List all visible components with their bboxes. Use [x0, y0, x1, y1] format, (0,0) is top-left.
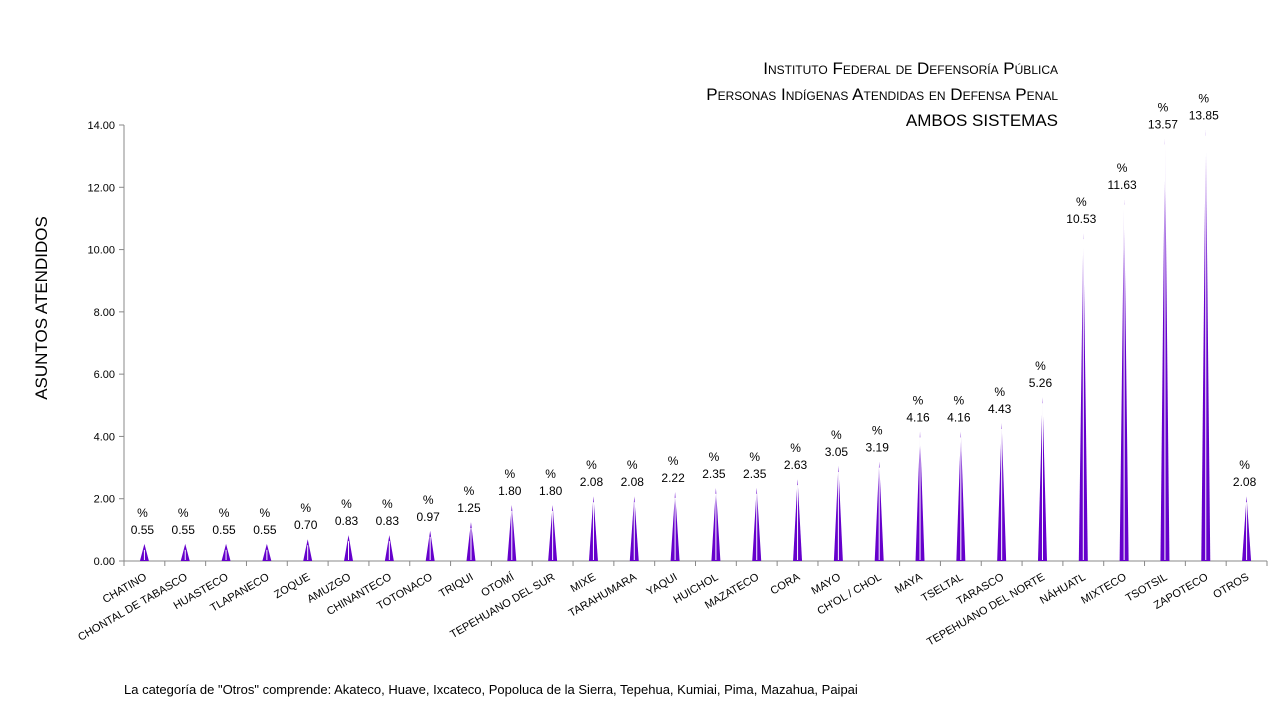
category-label: MIXE: [569, 571, 598, 595]
category-label: NÁHUATL: [1038, 570, 1088, 607]
data-label-prefix: %: [300, 501, 311, 515]
data-label-prefix: %: [749, 450, 760, 464]
category-label: TARAHUMARA: [567, 571, 640, 620]
data-label: 2.63: [784, 458, 808, 472]
y-tick-label: 2.00: [94, 494, 115, 506]
category-label: OTROS: [1211, 571, 1251, 601]
data-label-prefix: %: [219, 506, 230, 520]
data-label-prefix: %: [709, 450, 720, 464]
title-line-institution: Instituto Federal de Defensoría Pública: [763, 59, 1058, 78]
data-label-prefix: %: [137, 506, 148, 520]
data-label-prefix: %: [913, 393, 924, 407]
y-tick-label: 4.00: [94, 431, 115, 443]
data-label: 2.35: [702, 467, 726, 481]
data-label-prefix: %: [178, 506, 189, 520]
data-label: 13.85: [1189, 109, 1219, 123]
data-label-prefix: %: [872, 424, 883, 438]
data-label-prefix: %: [1198, 92, 1209, 106]
data-label: 5.26: [1029, 376, 1053, 390]
title-line-subject: Personas Indígenas Atendidas en Defensa …: [706, 85, 1058, 104]
y-tick-label: 0.00: [94, 556, 115, 568]
footnote: La categoría de "Otros" comprende: Akate…: [124, 682, 858, 697]
data-label-prefix: %: [1158, 100, 1169, 114]
data-label-prefix: %: [627, 458, 638, 472]
data-label-prefix: %: [504, 467, 515, 481]
data-label-prefix: %: [464, 484, 475, 498]
category-label: TRIQUI: [437, 571, 475, 600]
data-label-prefix: %: [341, 497, 352, 511]
data-label: 1.80: [539, 484, 563, 498]
data-label: 0.83: [376, 514, 400, 528]
data-label: 0.83: [335, 514, 359, 528]
data-label: 13.57: [1148, 117, 1178, 131]
data-label: 0.55: [212, 523, 236, 537]
chart-title: Instituto Federal de Defensoría Pública …: [706, 56, 1058, 134]
data-label-prefix: %: [831, 428, 842, 442]
data-label: 4.43: [988, 402, 1012, 416]
data-label: 2.35: [743, 467, 767, 481]
data-label: 11.63: [1108, 178, 1137, 192]
data-label-prefix: %: [668, 454, 679, 468]
data-label: 2.08: [1233, 475, 1257, 489]
data-label: 1.25: [457, 501, 481, 515]
data-label: 3.19: [866, 441, 890, 455]
data-label-prefix: %: [1076, 195, 1087, 209]
data-label: 0.55: [172, 523, 196, 537]
data-label: 0.55: [253, 523, 277, 537]
data-label: 4.16: [906, 410, 930, 424]
y-tick-label: 8.00: [94, 307, 115, 319]
data-label-prefix: %: [1239, 458, 1250, 472]
data-label-prefix: %: [260, 506, 271, 520]
data-label-prefix: %: [1035, 359, 1046, 373]
y-tick-label: 6.00: [94, 369, 115, 381]
category-label: MAYA: [893, 571, 925, 596]
data-label-prefix: %: [586, 458, 597, 472]
title-line-system: AMBOS SISTEMAS: [905, 111, 1058, 130]
data-label-prefix: %: [954, 393, 965, 407]
data-label: 3.05: [825, 445, 849, 459]
data-label: 2.08: [580, 475, 604, 489]
category-label: MIXTECO: [1079, 571, 1129, 607]
y-axis-title: ASUNTOS ATENDIDOS: [32, 216, 51, 400]
data-label: 0.70: [294, 518, 318, 532]
data-label: 4.16: [947, 410, 971, 424]
y-tick-label: 10.00: [87, 245, 115, 257]
y-tick-label: 12.00: [87, 182, 115, 194]
category-label: CORA: [769, 571, 803, 598]
data-label-prefix: %: [790, 441, 801, 455]
data-label: 2.22: [661, 471, 685, 485]
data-label-prefix: %: [545, 467, 556, 481]
data-label: 0.97: [416, 510, 440, 524]
data-label-prefix: %: [423, 493, 434, 507]
data-label: 1.80: [498, 484, 522, 498]
data-label-prefix: %: [1117, 161, 1128, 175]
data-label: 2.08: [621, 475, 645, 489]
data-label: 10.53: [1066, 212, 1096, 226]
data-label: 0.55: [131, 523, 155, 537]
y-tick-label: 14.00: [87, 120, 115, 132]
data-label-prefix: %: [994, 385, 1005, 399]
data-label-prefix: %: [382, 497, 393, 511]
